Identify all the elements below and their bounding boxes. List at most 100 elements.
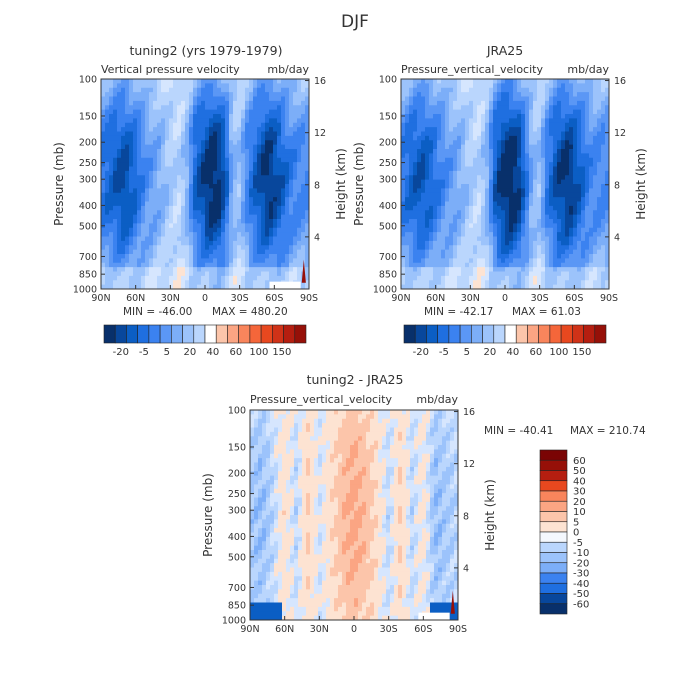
heat-cell [501,210,506,216]
heat-cell [189,205,194,211]
heat-cell [461,232,466,237]
heat-cell [229,166,234,172]
heat-cell [265,240,270,246]
heat-cell [573,109,578,115]
heat-cell [489,254,494,259]
heat-cell [265,192,270,198]
heat-cell [153,245,158,251]
heat-cell [137,254,142,259]
heat-cell [401,149,406,154]
heat-cell [465,157,470,163]
heat-cell [117,79,122,84]
heat-cell [201,223,206,229]
heat-cell [421,87,426,93]
heat-cell [529,175,534,181]
heat-cell [273,271,278,277]
heat-cell [193,162,198,167]
heat-cell [257,105,262,111]
max-value-streak [301,259,306,283]
heat-cell [197,184,202,189]
heat-cell [229,179,234,185]
heat-cell [185,149,190,154]
heat-cell [101,153,106,159]
heat-cell [461,201,466,207]
heat-cell [549,271,554,277]
heat-cell [413,179,418,185]
heat-cell [129,245,134,251]
heat-cell [449,240,454,246]
heat-cell [593,214,598,220]
heat-cell [229,271,234,277]
heat-cell [425,240,430,246]
heat-cell [233,87,238,93]
heat-cell [541,140,546,146]
heat-cell [421,170,426,176]
heat-cell [289,166,294,172]
heat-cell [225,92,230,97]
heat-cell [281,149,286,154]
heat-cell [437,240,442,246]
heat-cell [117,184,122,189]
heat-cell [269,275,274,281]
heat-cell [245,144,250,150]
heat-cell [589,153,594,159]
heat-cell [169,232,174,237]
heat-cell [489,100,494,106]
heat-cell [225,245,230,251]
heat-cell [501,184,506,189]
heat-cell [485,153,490,159]
heat-cell [557,127,562,132]
heat-cell [405,79,410,84]
heat-cell [473,140,478,146]
heat-cell [189,262,194,268]
heat-cell [205,149,210,154]
heat-cell [413,170,418,176]
heat-cell [501,166,506,172]
heat-cell [117,227,122,233]
heat-cell [497,179,502,185]
heat-cell [241,245,246,251]
heat-cell [437,258,442,264]
heat-cell [497,140,502,146]
heat-cell [149,92,154,97]
heat-cell [405,201,410,207]
heat-cell [569,105,574,111]
heat-cell [281,197,286,202]
heat-cell [273,79,278,84]
heat-cell [481,262,486,268]
heat-cell [177,232,182,237]
heat-cell [509,188,514,194]
heat-cell [421,83,426,89]
heat-cell [529,109,534,115]
heat-cell [561,96,566,102]
heat-cell [417,96,422,102]
heat-cell [261,109,266,115]
heat-cell [125,83,130,89]
heat-cell [297,219,302,224]
heat-cell [265,232,270,237]
heat-cell [489,197,494,202]
heat-cell [165,153,170,159]
heat-cell [521,240,526,246]
heat-cell [425,96,430,102]
heat-cell [413,284,418,290]
heat-cell [165,105,170,111]
heat-cell [553,87,558,93]
heat-cell [245,127,250,132]
heat-cell [441,188,446,194]
heat-cell [401,201,406,207]
heat-cell [541,236,546,242]
heat-cell [457,87,462,93]
heat-cell [477,87,482,93]
heat-cell [593,245,598,251]
heat-cell [201,236,206,242]
heat-cell [457,214,462,220]
heat-cell [285,166,290,172]
heat-cell [581,214,586,220]
heat-cell [461,254,466,259]
heat-cell [281,223,286,229]
heat-cell [133,197,138,202]
heat-cell [589,227,594,233]
heat-cell [229,197,234,202]
heat-cell [101,87,106,93]
